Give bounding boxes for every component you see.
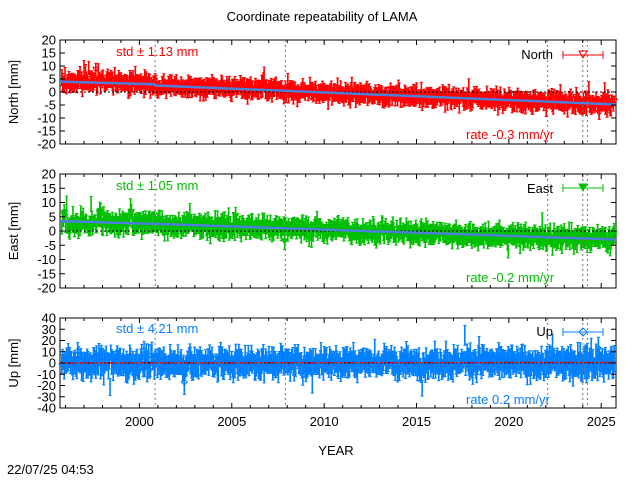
x-tick-label: 2015 (402, 414, 431, 429)
north-rate-label: rate -0.3 mm/yr (466, 127, 555, 142)
east-rate-label: rate -0.2 mm/yr (466, 270, 555, 285)
x-axis-label: YEAR (318, 443, 353, 458)
north-legend-marker (578, 50, 588, 60)
y-tick-label: -10 (37, 252, 56, 267)
x-tick-label: 2005 (217, 414, 246, 429)
data-point (463, 324, 467, 346)
north-legend: North (521, 47, 604, 62)
y-tick-label: -15 (37, 124, 56, 139)
y-tick-label: -10 (37, 111, 56, 126)
data-point (89, 195, 93, 213)
chart-title: Coordinate repeatability of LAMA (227, 9, 418, 24)
y-tick-label: -15 (37, 266, 56, 281)
north-std-label: std ± 1.13 mm (116, 44, 198, 59)
up-legend-label: Up (536, 324, 553, 339)
east-points (60, 195, 619, 259)
y-tick-label: 0 (49, 224, 56, 239)
up-points (58, 324, 616, 397)
y-tick-label: 5 (49, 72, 56, 87)
up-legend: Up (536, 324, 604, 339)
y-tick-label: 0 (49, 85, 56, 100)
y-tick-label: -40 (37, 401, 56, 416)
timestamp: 22/07/25 04:53 (7, 462, 94, 477)
y-tick-label: 15 (42, 181, 56, 196)
north-legend-label: North (521, 47, 553, 62)
x-tick-label: 2010 (310, 414, 339, 429)
y-tick-label: 10 (42, 195, 56, 210)
east-std-label: std ± 1.05 mm (116, 178, 198, 193)
up-std-label: std ± 4.21 mm (116, 321, 198, 336)
east-y-axis-label: East [mm] (6, 202, 21, 261)
x-tick-labels: 2000 2005 2010 2015 2020 2025 (125, 414, 616, 429)
y-tick-label: -20 (37, 281, 56, 296)
x-tick-label: 2025 (587, 414, 616, 429)
y-tick-label: 10 (42, 59, 56, 74)
data-point (65, 195, 69, 212)
y-tick-label: -5 (44, 98, 56, 113)
y-tick-label: 20 (42, 33, 56, 48)
y-tick-label: -5 (44, 238, 56, 253)
north-x-ticks (65, 40, 602, 144)
y-tick-label: 5 (49, 209, 56, 224)
north-points (60, 59, 619, 120)
y-tick-label: -20 (37, 137, 56, 152)
data-point (108, 378, 112, 397)
up-rate-label: rate 0.2 mm/yr (466, 392, 550, 407)
east-legend: East (527, 181, 604, 196)
east-legend-label: East (527, 181, 553, 196)
north-y-axis-label: North [mm] (6, 60, 21, 124)
x-tick-label: 2020 (494, 414, 523, 429)
y-tick-label: 15 (42, 46, 56, 61)
x-tick-label: 2000 (125, 414, 154, 429)
data-point (63, 66, 67, 79)
up-y-axis-label: Up [mm] (6, 338, 21, 387)
y-tick-label: 20 (42, 167, 56, 182)
north-trend-line (59, 80, 617, 106)
